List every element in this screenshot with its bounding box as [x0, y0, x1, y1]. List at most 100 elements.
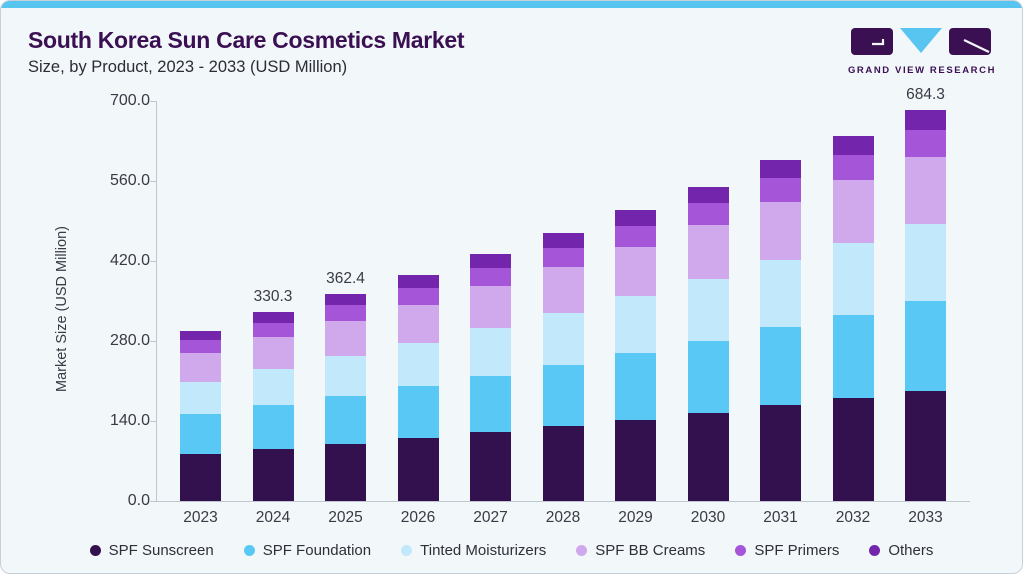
- y-tick-mark: [150, 100, 157, 102]
- bar-segment-tinted-moisturizers: [542, 312, 584, 365]
- bar-segment-spf-bb-creams: [760, 201, 801, 261]
- y-tick-label: 700.0: [109, 92, 150, 109]
- bar-segment-spf-bb-creams: [687, 225, 729, 280]
- bar-segment-spf-foundation: [397, 386, 439, 439]
- top-accent-bar: [1, 1, 1022, 8]
- bar-segment-spf-sunscreen: [760, 405, 801, 501]
- bar-segment-spf-bb-creams: [542, 267, 584, 313]
- y-tick-label: 420.0: [109, 252, 150, 269]
- bar-segment-spf-sunscreen: [470, 432, 511, 501]
- bar-segment-spf-primers: [615, 225, 656, 247]
- y-tick-mark: [150, 420, 157, 422]
- bar-segment-spf-sunscreen: [397, 438, 439, 501]
- bar-segment-spf-primers: [687, 203, 729, 226]
- x-tick-label-2024: 2024: [255, 509, 291, 526]
- gvr-logo: GRAND VIEW RESEARCH: [847, 27, 997, 76]
- bar-segment-tinted-moisturizers: [180, 381, 221, 414]
- bar-segment-spf-primers: [325, 305, 366, 322]
- legend-item-tinted-moisturizers: Tinted Moisturizers: [401, 542, 546, 559]
- bar-2025: [325, 293, 366, 501]
- bar-segment-spf-foundation: [470, 375, 511, 433]
- bar-segment-spf-sunscreen: [687, 413, 729, 501]
- bar-total-label-2024: 330.3: [253, 288, 293, 306]
- legend-item-spf-bb-creams: SPF BB Creams: [576, 542, 705, 559]
- x-tick-label-2032: 2032: [835, 509, 871, 526]
- bar-segment-others: [760, 159, 801, 178]
- y-tick-label: 280.0: [109, 332, 150, 349]
- x-tick-label-2030: 2030: [690, 509, 726, 526]
- bar-segment-others: [325, 293, 366, 306]
- x-tick-label-2031: 2031: [763, 509, 798, 526]
- bar-total-label-2033: 684.3: [906, 85, 945, 103]
- bar-segment-spf-sunscreen: [180, 453, 221, 501]
- bar-segment-others: [687, 186, 729, 204]
- bar-2032: [832, 136, 874, 501]
- bar-segment-spf-foundation: [905, 301, 946, 391]
- y-tick-label: 0.0: [127, 492, 150, 509]
- y-tick-mark: [150, 180, 157, 182]
- bar-segment-spf-sunscreen: [832, 398, 874, 501]
- y-tick-mark: [150, 340, 157, 342]
- legend-label: Others: [888, 542, 934, 559]
- bar-segment-tinted-moisturizers: [397, 343, 439, 387]
- bar-segment-tinted-moisturizers: [905, 223, 946, 302]
- bar-segment-others: [397, 275, 439, 288]
- bar-segment-spf-primers: [470, 267, 511, 286]
- bar-segment-others: [542, 233, 584, 248]
- bar-2024: [252, 312, 294, 501]
- bar-segment-spf-foundation: [252, 404, 294, 449]
- bar-segment-spf-sunscreen: [615, 419, 656, 501]
- bar-segment-spf-primers: [905, 129, 946, 157]
- legend-item-spf-primers: SPF Primers: [735, 542, 839, 559]
- legend-label: SPF Sunscreen: [108, 542, 214, 559]
- x-tick-label-2023: 2023: [183, 509, 218, 526]
- bar-segment-tinted-moisturizers: [470, 327, 511, 376]
- bar-segment-tinted-moisturizers: [760, 260, 801, 328]
- legend-label: SPF Primers: [754, 542, 840, 559]
- page-title: South Korea Sun Care Cosmetics Market: [28, 27, 465, 53]
- y-tick-mark: [150, 500, 157, 502]
- bar-segment-spf-sunscreen: [905, 390, 946, 501]
- bar-segment-spf-bb-creams: [397, 304, 439, 344]
- legend-dot-icon: [243, 545, 255, 556]
- bar-segment-spf-sunscreen: [252, 448, 294, 501]
- bar-segment-tinted-moisturizers: [832, 243, 874, 315]
- bar-segment-spf-primers: [397, 287, 439, 305]
- bar-segment-spf-bb-creams: [832, 180, 874, 244]
- bar-segment-others: [832, 136, 874, 156]
- x-tick-label-2026: 2026: [400, 509, 436, 526]
- bar-segment-tinted-moisturizers: [687, 279, 729, 341]
- bar-segment-spf-bb-creams: [615, 246, 656, 297]
- bar-segment-spf-foundation: [832, 314, 874, 399]
- bar-segment-tinted-moisturizers: [252, 369, 294, 405]
- y-tick-mark: [150, 260, 157, 262]
- bar-segment-spf-bb-creams: [180, 352, 221, 382]
- bar-segment-spf-primers: [252, 322, 294, 338]
- bar-2033: [905, 110, 946, 501]
- bar-segment-spf-foundation: [325, 395, 366, 444]
- plot-area: Market Size (USD Million) 0.0 140.0 280.0 4…: [54, 86, 970, 526]
- legend-dot-icon: [576, 545, 588, 556]
- page-subtitle: Size, by Product, 2023 - 2033 (USD Milli…: [28, 58, 348, 76]
- bar-segment-spf-primers: [180, 340, 221, 353]
- bar-segment-spf-sunscreen: [542, 426, 584, 501]
- y-tick-label: 560.0: [109, 172, 150, 189]
- bar-segment-others: [180, 331, 221, 341]
- gvr-logo-text: GRAND VIEW RESEARCH: [847, 65, 997, 76]
- bar-2023: [180, 331, 221, 501]
- legend-item-others: Others: [869, 542, 933, 559]
- legend-label: SPF Foundation: [262, 542, 372, 559]
- legend-dot-icon: [735, 545, 747, 556]
- bar-segment-others: [470, 254, 511, 268]
- bar-2031: [760, 159, 801, 501]
- bar-segment-spf-sunscreen: [325, 443, 366, 501]
- legend-dot-icon: [89, 545, 101, 556]
- legend-item-spf-foundation: SPF Foundation: [243, 542, 372, 559]
- legend-dot-icon: [869, 545, 881, 556]
- bar-2026: [397, 275, 439, 501]
- legend-item-spf-sunscreen: SPF Sunscreen: [89, 542, 214, 559]
- bar-2028: [542, 233, 584, 501]
- bar-segment-tinted-moisturizers: [615, 296, 656, 354]
- bar-segment-spf-foundation: [180, 413, 221, 454]
- bar-2029: [615, 210, 656, 501]
